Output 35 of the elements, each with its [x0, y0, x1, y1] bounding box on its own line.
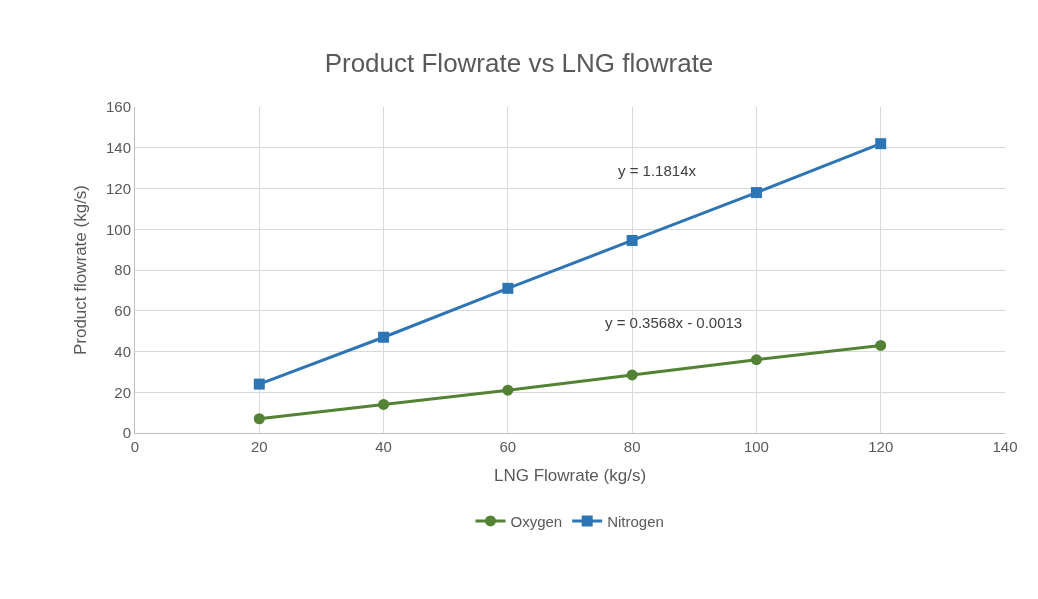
- y-tick-label: 140: [105, 139, 131, 156]
- point: [378, 331, 390, 343]
- y-tick-label: 80: [114, 261, 131, 279]
- y-tick-label: 160: [105, 98, 131, 116]
- point: [750, 354, 762, 366]
- y-tick-label: 40: [114, 342, 131, 360]
- x-tick-label: 20: [250, 438, 268, 455]
- legend-label: Nitrogen: [607, 512, 664, 530]
- y-tick-label: 0: [122, 424, 131, 442]
- x-tick-label: 60: [499, 438, 517, 455]
- x-tick-label: 40: [375, 438, 392, 455]
- point: [253, 378, 265, 390]
- point: [875, 138, 887, 150]
- chart-title: Product Flowrate vs LNG flowrate: [324, 48, 714, 79]
- point: [626, 234, 638, 246]
- x-tick-label: 80: [623, 438, 641, 455]
- x-axis-title: LNG Flowrate (kg/s): [493, 466, 647, 486]
- point: [626, 369, 638, 381]
- y-tick-label: 120: [105, 179, 131, 197]
- legend-label: Oxygen: [510, 512, 563, 530]
- point: [378, 398, 390, 410]
- point: [502, 282, 514, 294]
- annotation: y = 1.1814x: [618, 162, 697, 179]
- point: [253, 413, 265, 425]
- point: [502, 384, 514, 396]
- y-tick-label: 20: [114, 383, 131, 401]
- y-tick-label: 100: [105, 220, 131, 238]
- y-axis-title: Product flowrate (kg/s): [70, 184, 90, 356]
- point: [750, 187, 762, 199]
- x-tick-label: 120: [868, 438, 894, 455]
- x-tick-label: 100: [743, 438, 769, 455]
- y-tick-label: 60: [114, 302, 131, 319]
- point: [875, 339, 887, 351]
- annotation: y = 0.3568x - 0.0013: [605, 314, 743, 331]
- x-tick-label: 140: [992, 438, 1018, 455]
